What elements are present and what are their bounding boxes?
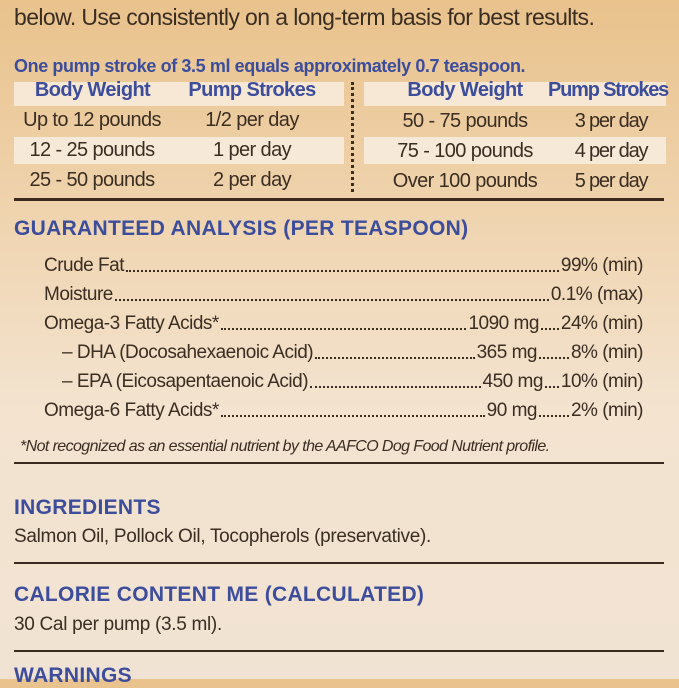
divider <box>14 562 664 564</box>
analysis-row: Omega-3 Fatty Acids* 1090 mg 24% (min) <box>44 313 644 335</box>
strokes-cell: 2 per day <box>213 169 292 191</box>
strokes-cell: 1/2 per day <box>205 109 299 131</box>
pump-note: One pump stroke of 3.5 ml equals approxi… <box>14 56 526 76</box>
weight-cell: 12 - 25 pounds <box>29 139 155 161</box>
ingredients-text: Salmon Oil, Pollock Oil, Tocopherols (pr… <box>14 526 431 547</box>
analysis-label: – EPA (Eicosapentaenoic Acid) <box>62 371 309 392</box>
analysis-value: 2% (min) <box>570 400 644 421</box>
header-band <box>364 82 666 106</box>
analysis-row: – DHA (Docosahexaenoic Acid) 365 mg 8% (mi… <box>62 342 644 364</box>
analysis-amount: 365 mg <box>476 342 538 363</box>
analysis-label: Omega-3 Fatty Acids* <box>44 313 219 334</box>
header-band <box>14 82 344 106</box>
header-pump-strokes: Pump Strokes <box>548 79 669 101</box>
analysis-value: 0.1% (max) <box>550 284 644 305</box>
strokes-cell: 4 per day <box>574 140 649 162</box>
analysis-amount: 1090 mg <box>468 313 539 334</box>
analysis-amount: 450 mg <box>482 371 544 392</box>
row-band <box>14 137 344 164</box>
calories-title: CALORIE CONTENT ME (CALCULATED) <box>14 583 425 606</box>
weight-cell: 50 - 75 pounds <box>402 110 528 132</box>
header-body-weight: Body Weight <box>34 79 151 101</box>
header-body-weight: Body Weight <box>407 79 523 101</box>
divider <box>14 198 664 201</box>
row-band <box>364 137 666 164</box>
analysis-value: 10% (min) <box>560 371 644 392</box>
analysis-value: 24% (min) <box>560 313 644 334</box>
weight-cell: Over 100 pounds <box>392 170 538 192</box>
intro-text: below. Use consistently on a long-term b… <box>14 4 595 30</box>
analysis-title: GUARANTEED ANALYSIS (PER TEASPOON) <box>14 217 469 240</box>
footnote: *Not recognized as an essential nutrient… <box>20 438 550 455</box>
weight-cell: Up to 12 pounds <box>23 109 161 131</box>
calories-text: 30 Cal per pump (3.5 ml). <box>14 614 222 635</box>
analysis-row: Crude Fat 99% (min) <box>44 255 644 277</box>
analysis-row: Omega-6 Fatty Acids* 90 mg 2% (min) <box>44 400 644 422</box>
weight-cell: 75 - 100 pounds <box>397 140 533 162</box>
analysis-amount: 90 mg <box>486 400 538 421</box>
analysis-label: Crude Fat <box>44 255 124 276</box>
column-divider <box>351 82 354 192</box>
warnings-title: WARNINGS <box>14 664 132 687</box>
analysis-value: 8% (min) <box>570 342 644 363</box>
strokes-cell: 3 per day <box>574 110 649 132</box>
analysis-label: Moisture <box>44 284 113 305</box>
analysis-label: Omega-6 Fatty Acids* <box>44 400 219 421</box>
divider <box>14 650 664 652</box>
header-pump-strokes: Pump Strokes <box>188 79 316 101</box>
analysis-row: Moisture 0.1% (max) <box>44 284 644 306</box>
strokes-cell: 1 per day <box>213 139 292 161</box>
strokes-cell: 5 per day <box>574 170 649 192</box>
analysis-label: – DHA (Docosahexaenoic Acid) <box>62 342 314 363</box>
ingredients-title: INGREDIENTS <box>14 496 161 519</box>
analysis-value: 99% (min) <box>560 255 644 276</box>
analysis-row: – EPA (Eicosapentaenoic Acid) 450 mg 10% (… <box>62 371 644 393</box>
weight-cell: 25 - 50 pounds <box>29 169 155 191</box>
divider <box>14 462 664 464</box>
